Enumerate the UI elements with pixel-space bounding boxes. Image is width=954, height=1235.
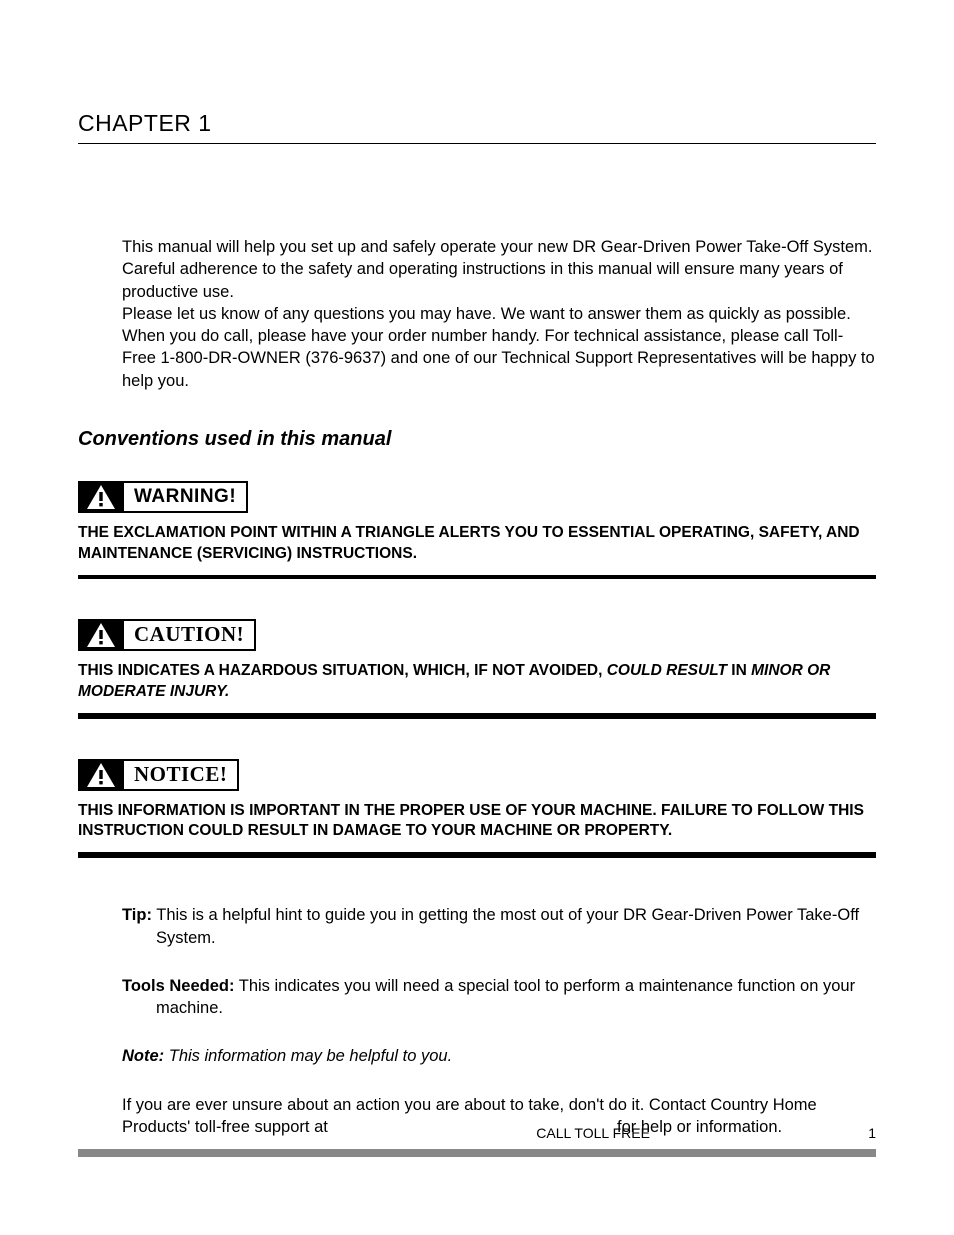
alert-rule — [78, 713, 876, 719]
section-heading-conventions: Conventions used in this manual — [78, 428, 876, 451]
caution-triangle-icon — [78, 619, 124, 651]
alert-warning-header: WARNING! — [78, 481, 876, 513]
exclamation-triangle-icon — [86, 762, 116, 788]
alert-notice-label: NOTICE! — [124, 759, 239, 791]
alert-warning: WARNING! THE EXCLAMATION POINT WITHIN A … — [78, 481, 876, 579]
chapter-title: CHAPTER 1 — [78, 110, 876, 144]
page-footer: CALL TOLL FREE 1 — [78, 1125, 876, 1157]
tips-block: Tip: This is a helpful hint to guide you… — [122, 904, 876, 1138]
alert-notice-body: THIS INFORMATION IS IMPORTANT IN THE PRO… — [78, 801, 876, 853]
alert-notice-header: NOTICE! — [78, 759, 876, 791]
tip-text: This is a helpful hint to guide you in g… — [152, 906, 859, 946]
notice-triangle-icon — [78, 759, 124, 791]
footer-call-toll-free: CALL TOLL FREE — [536, 1125, 650, 1141]
alert-rule — [78, 575, 876, 579]
note-paragraph: Note: This information may be helpful to… — [122, 1045, 876, 1067]
intro-block: This manual will help you set up and saf… — [122, 236, 876, 392]
footer-rule — [78, 1149, 876, 1157]
tools-paragraph: Tools Needed: This indicates you will ne… — [122, 975, 876, 1020]
alert-notice: NOTICE! THIS INFORMATION IS IMPORTANT IN… — [78, 759, 876, 859]
intro-paragraph-2: Please let us know of any questions you … — [122, 303, 876, 392]
tip-label: Tip: — [122, 906, 152, 924]
page: CHAPTER 1 This manual will help you set … — [0, 0, 954, 1235]
alert-caution-body-em1: COULD RESULT — [607, 662, 727, 679]
tools-label: Tools Needed: — [122, 977, 234, 995]
intro-paragraph-1: This manual will help you set up and saf… — [122, 236, 876, 303]
alert-caution-header: CAUTION! — [78, 619, 876, 651]
exclamation-triangle-icon — [86, 622, 116, 648]
alert-caution-body-pre: THIS INDICATES A HAZARDOUS SITUATION, WH… — [78, 662, 607, 679]
exclamation-triangle-icon — [86, 484, 116, 510]
alert-rule — [78, 852, 876, 858]
alert-warning-body: THE EXCLAMATION POINT WITHIN A TRIANGLE … — [78, 523, 876, 575]
alert-caution: CAUTION! THIS INDICATES A HAZARDOUS SITU… — [78, 619, 876, 719]
note-text: This information may be helpful to you. — [164, 1047, 452, 1065]
alert-warning-label: WARNING! — [124, 481, 248, 513]
footer-page-number: 1 — [868, 1125, 876, 1141]
alert-caution-body-mid: IN — [727, 662, 751, 679]
tools-text: This indicates you will need a special t… — [156, 977, 855, 1017]
footer-row: CALL TOLL FREE 1 — [78, 1125, 876, 1147]
alert-caution-body: THIS INDICATES A HAZARDOUS SITUATION, WH… — [78, 661, 876, 713]
tip-paragraph: Tip: This is a helpful hint to guide you… — [122, 904, 876, 949]
alert-caution-label: CAUTION! — [124, 619, 256, 651]
note-label: Note: — [122, 1047, 164, 1065]
warning-triangle-icon — [78, 481, 124, 513]
